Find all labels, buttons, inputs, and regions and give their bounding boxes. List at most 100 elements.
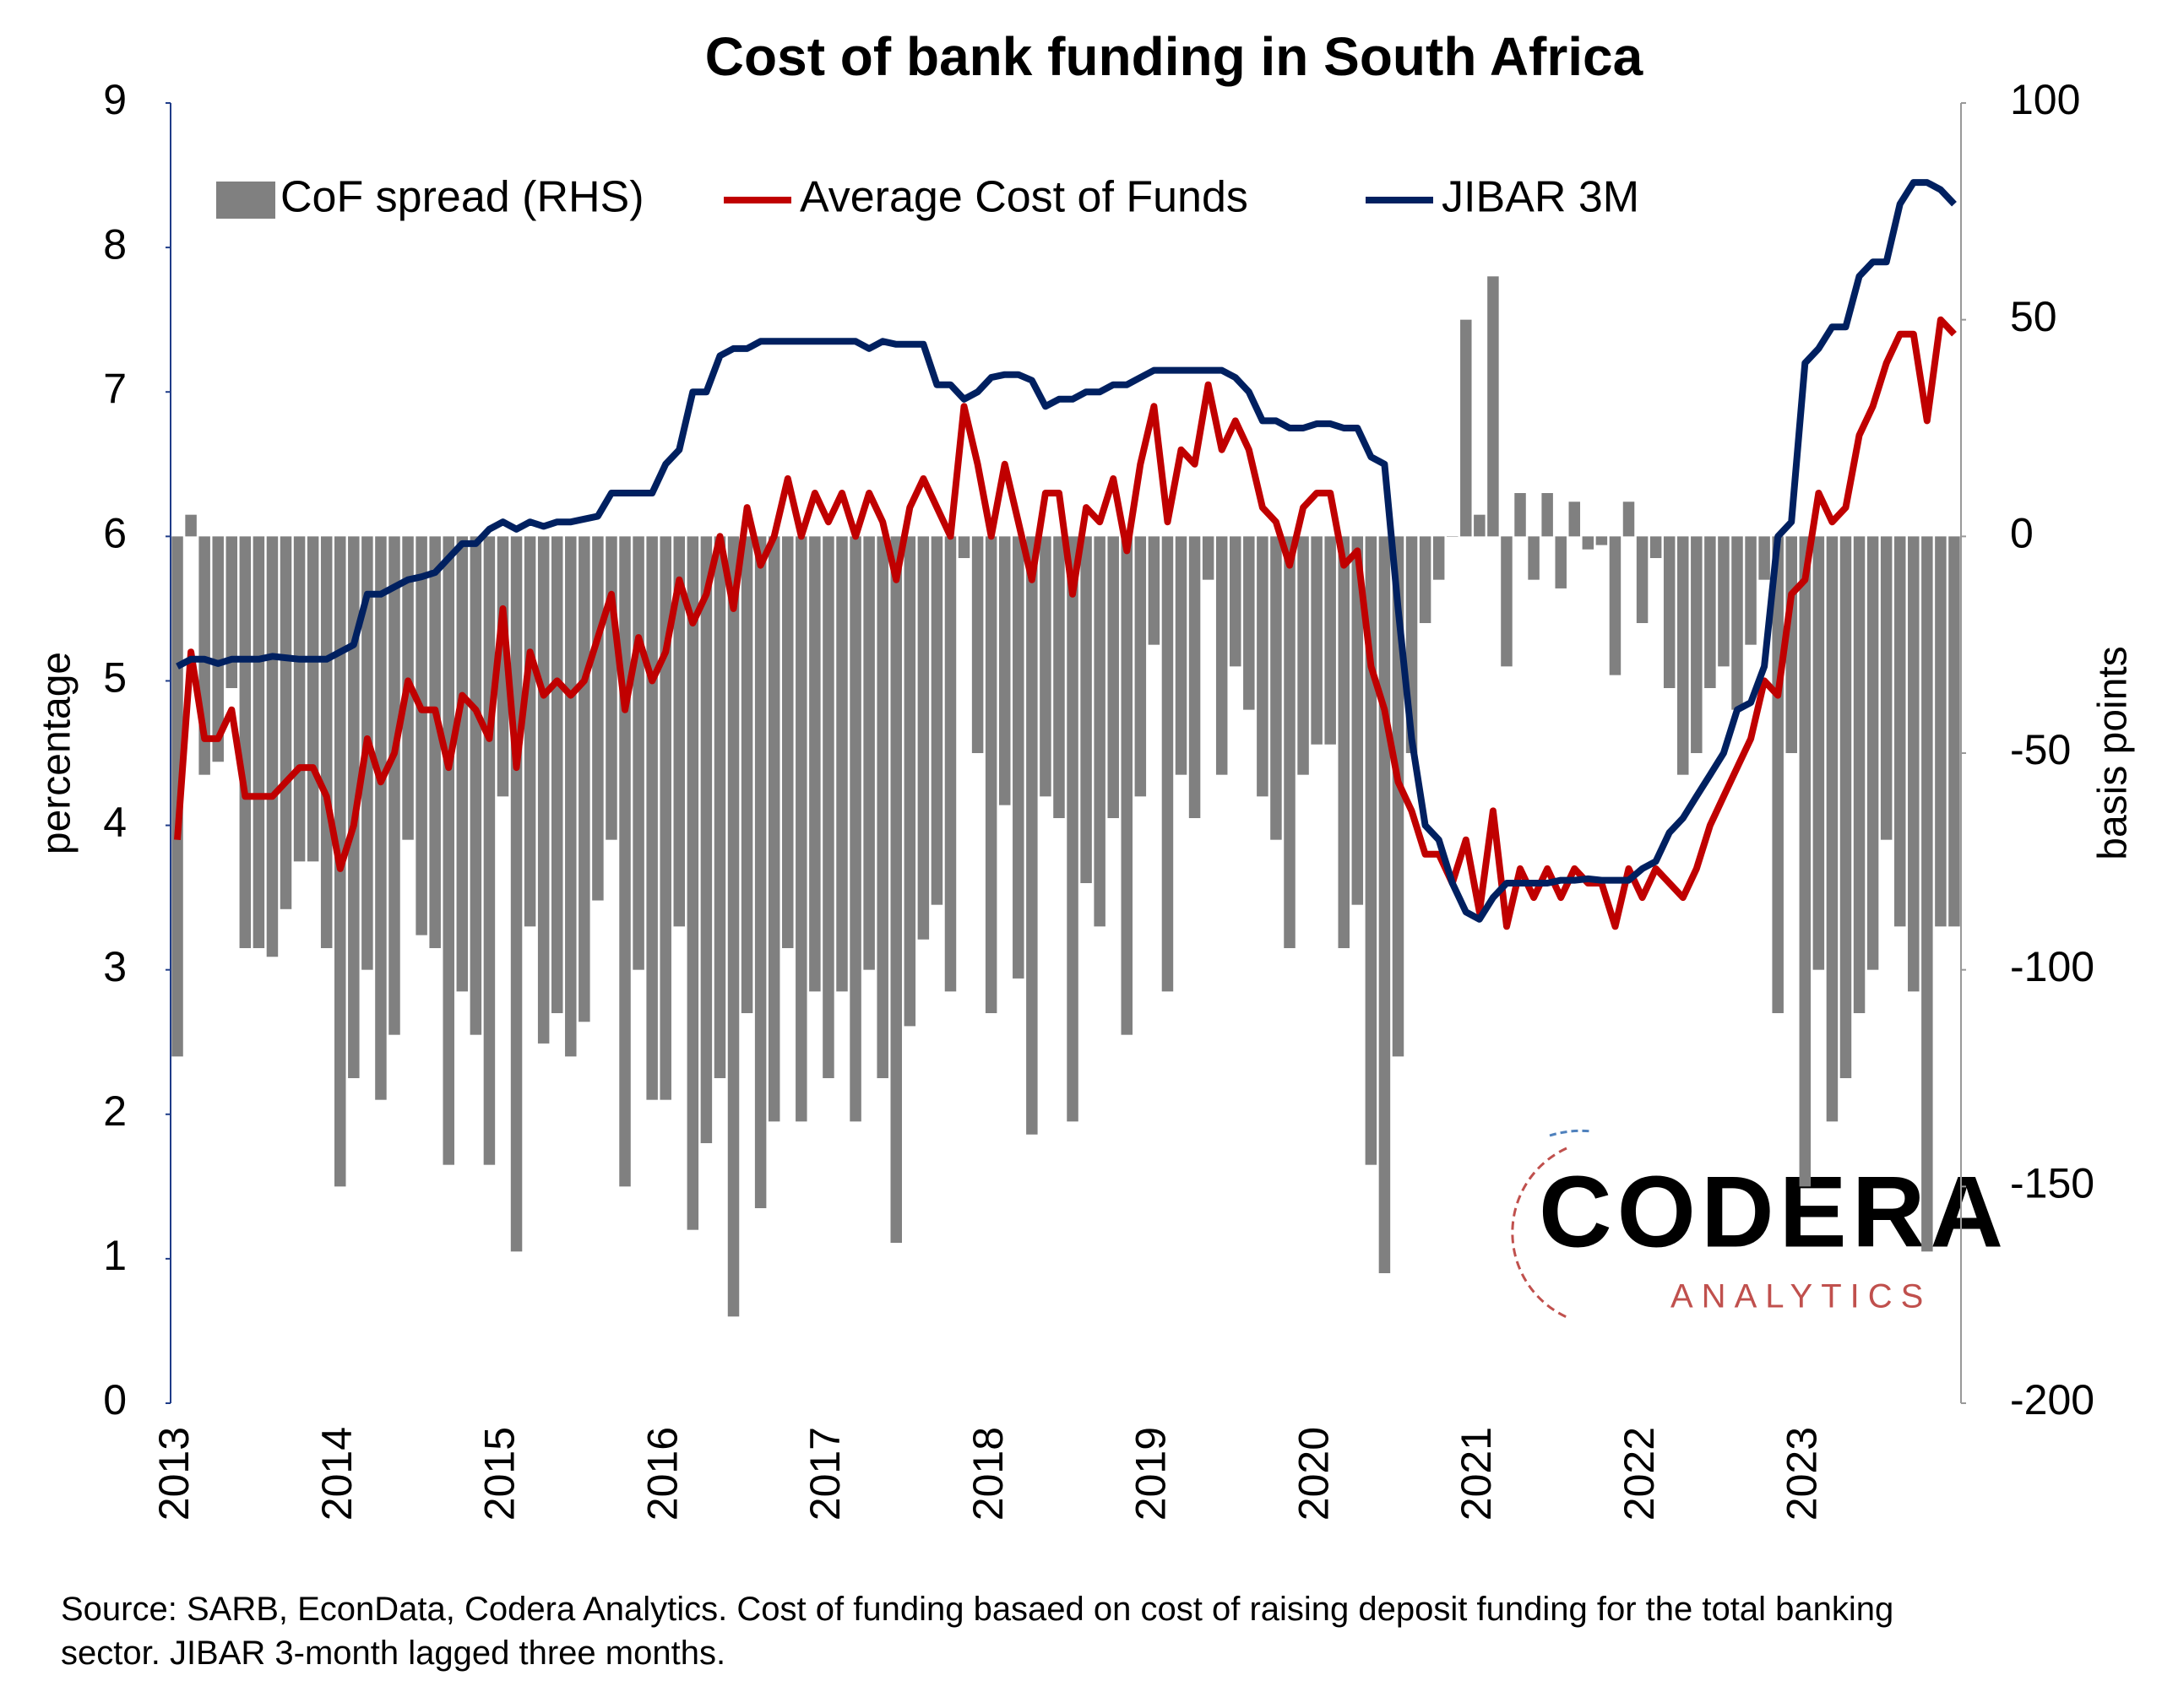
bar — [768, 536, 780, 1122]
bar — [1067, 536, 1078, 1122]
x-tick-label: 2020 — [1290, 1427, 1337, 1521]
bar — [1704, 536, 1716, 688]
y-tick-label: 4 — [103, 799, 127, 846]
chart: Cost of bank funding in South Africa per… — [35, 26, 2136, 1521]
bar — [1121, 536, 1133, 1035]
bar — [1080, 536, 1092, 883]
bar — [1745, 536, 1757, 645]
bar — [660, 536, 671, 1100]
y2-tick-label: -150 — [2010, 1160, 2094, 1207]
y2-tick-label: -50 — [2010, 726, 2071, 773]
chart-title: Cost of bank funding in South Africa — [705, 26, 1643, 87]
bar — [1921, 536, 1933, 1252]
bar — [579, 536, 590, 1022]
legend-label: CoF spread (RHS) — [280, 173, 644, 222]
bar — [1053, 536, 1065, 818]
bar — [1175, 536, 1187, 775]
bar — [266, 536, 279, 957]
bar — [727, 536, 740, 1317]
y-axis-title: percentage — [35, 652, 79, 854]
y-tick-label: 6 — [103, 510, 127, 557]
bar — [985, 536, 997, 1013]
y-tick-label: 2 — [103, 1087, 127, 1135]
bar — [633, 536, 644, 970]
bar — [1134, 536, 1147, 797]
bar — [1365, 536, 1377, 1165]
bar — [1568, 502, 1581, 537]
x-tick-label: 2013 — [150, 1427, 198, 1521]
bar — [1649, 536, 1662, 558]
bar — [212, 536, 224, 762]
bar — [1215, 536, 1228, 775]
bar — [917, 536, 930, 940]
bar — [1446, 536, 1459, 537]
bar — [1284, 536, 1296, 948]
bar — [1040, 536, 1051, 797]
bar — [944, 536, 957, 992]
bar — [1311, 536, 1323, 745]
bar — [1609, 536, 1622, 675]
bar — [1161, 536, 1174, 992]
legend-label: JIBAR 3M — [1442, 173, 1639, 222]
y2-tick-label: -100 — [2010, 943, 2094, 990]
bar — [293, 536, 306, 862]
bar — [1595, 536, 1608, 545]
logo-name: CODERA — [1539, 1156, 2008, 1269]
y2-tick-label: 0 — [2010, 510, 2034, 557]
bar — [700, 536, 713, 1143]
bar — [565, 536, 577, 1057]
bar — [836, 536, 848, 992]
y-tick-label: 3 — [103, 943, 127, 990]
y-tick-label: 8 — [103, 220, 127, 268]
bar — [646, 536, 658, 1100]
bar — [1948, 536, 1960, 927]
legend-swatch — [216, 182, 275, 219]
bar — [1528, 536, 1540, 580]
bar — [850, 536, 861, 1122]
bar — [1853, 536, 1866, 1013]
bar — [1257, 536, 1268, 797]
y2-axis-title: basis points — [2091, 646, 2136, 859]
bar — [1555, 536, 1567, 588]
bar — [1718, 536, 1730, 667]
bar — [1487, 276, 1499, 537]
bar — [1351, 536, 1364, 905]
bar — [1691, 536, 1703, 753]
bar — [1026, 536, 1038, 1135]
bar — [606, 536, 617, 840]
bar — [823, 536, 834, 1078]
x-tick-label: 2023 — [1779, 1427, 1826, 1521]
bar — [1622, 502, 1635, 537]
bar — [958, 536, 970, 558]
bar — [416, 536, 427, 935]
bar — [1812, 536, 1825, 970]
bar — [1514, 493, 1526, 537]
y2-tick-label: 100 — [2010, 76, 2080, 123]
bar — [931, 536, 943, 905]
bar — [1908, 536, 1920, 992]
y-tick-label: 1 — [103, 1232, 127, 1279]
bar — [551, 536, 563, 1013]
bar — [1772, 536, 1784, 1013]
bar — [1107, 536, 1119, 818]
bar — [225, 536, 238, 688]
x-tick-label: 2017 — [801, 1427, 849, 1521]
bar — [1432, 536, 1445, 580]
bar — [1541, 493, 1553, 537]
bar — [687, 536, 699, 1230]
bar — [1663, 536, 1676, 688]
bar — [1094, 536, 1105, 927]
bar — [280, 536, 292, 909]
bar — [1866, 536, 1879, 970]
bar — [619, 536, 631, 1187]
bar — [1582, 536, 1594, 550]
bar — [877, 536, 888, 1078]
bar — [1297, 536, 1309, 775]
bar — [971, 536, 984, 753]
logo-arc — [1511, 1147, 1567, 1319]
bar — [1731, 536, 1743, 710]
bar — [754, 536, 767, 1208]
bar — [1419, 536, 1431, 623]
line — [176, 179, 1957, 923]
